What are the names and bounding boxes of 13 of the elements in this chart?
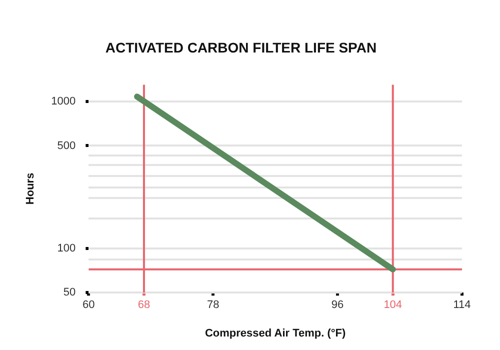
y-tick-label: 100 <box>57 242 76 254</box>
y-tick-label: 500 <box>57 140 76 152</box>
x-tick-label: 78 <box>206 299 220 312</box>
x-tick-label: 96 <box>331 299 344 312</box>
x-tick-label: 104 <box>384 299 402 312</box>
chart-title: ACTIVATED CARBON FILTER LIFE SPAN <box>105 39 377 56</box>
x-tick-label: 68 <box>138 299 150 312</box>
y-axis-title: Hours <box>24 172 37 205</box>
x-tick-label: 114 <box>453 299 471 312</box>
x-tick-label: 60 <box>82 299 95 312</box>
y-tick-label: 50 <box>63 286 76 299</box>
x-axis-title: Compressed Air Temp. (°F) <box>204 327 346 340</box>
y-tick-label: 1000 <box>51 96 76 108</box>
